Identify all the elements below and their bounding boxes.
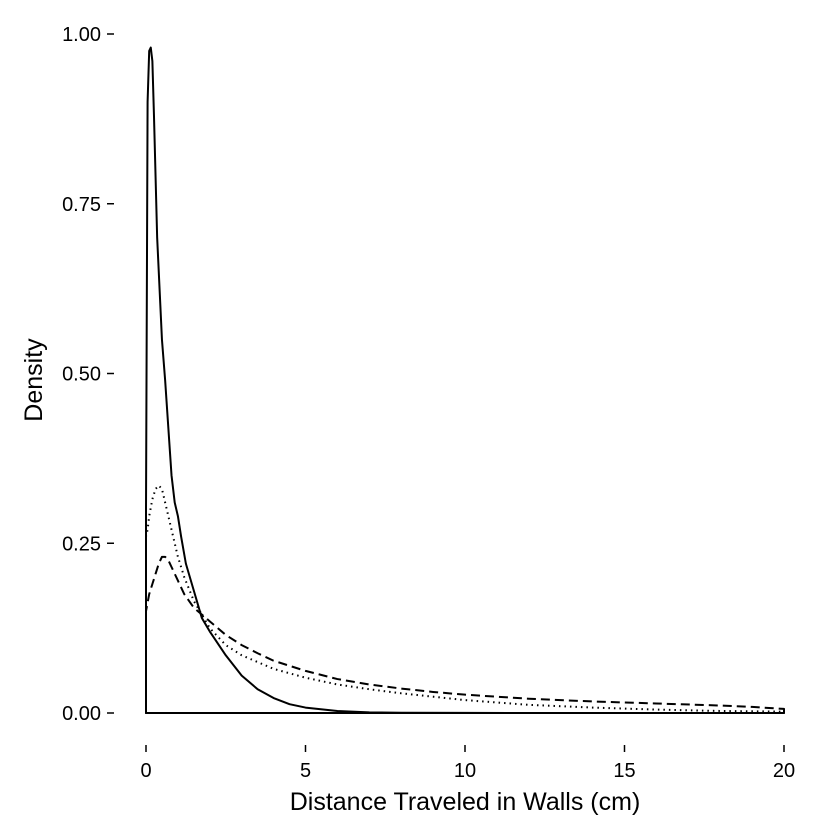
x-tick-label: 15 — [613, 760, 635, 782]
x-tick-label: 20 — [773, 760, 795, 782]
x-tick-label: 5 — [300, 760, 311, 782]
y-axis-title: Density — [20, 338, 48, 422]
x-tick-label: 0 — [140, 760, 151, 782]
y-tick-label: 0.50 — [62, 364, 101, 386]
density-curve-dashed — [145, 555, 785, 714]
x-ticks: 0 5 10 15 20 — [140, 745, 795, 782]
density-curve-dotted — [145, 484, 785, 714]
y-tick-label: 0.75 — [62, 194, 101, 216]
axes: 0.00 0.25 0.50 0.75 1.00 0 5 10 15 20 — [62, 24, 795, 782]
plot-lines — [145, 46, 785, 714]
y-ticks: 0.00 0.25 0.50 0.75 1.00 — [62, 24, 114, 725]
x-tick-label: 10 — [454, 760, 476, 782]
density-curve-solid — [145, 46, 785, 714]
y-tick-label: 1.00 — [62, 24, 101, 46]
y-tick-label: 0.00 — [62, 703, 101, 725]
y-tick-label: 0.25 — [62, 533, 101, 555]
x-axis-title: Distance Traveled in Walls (cm) — [290, 788, 641, 816]
